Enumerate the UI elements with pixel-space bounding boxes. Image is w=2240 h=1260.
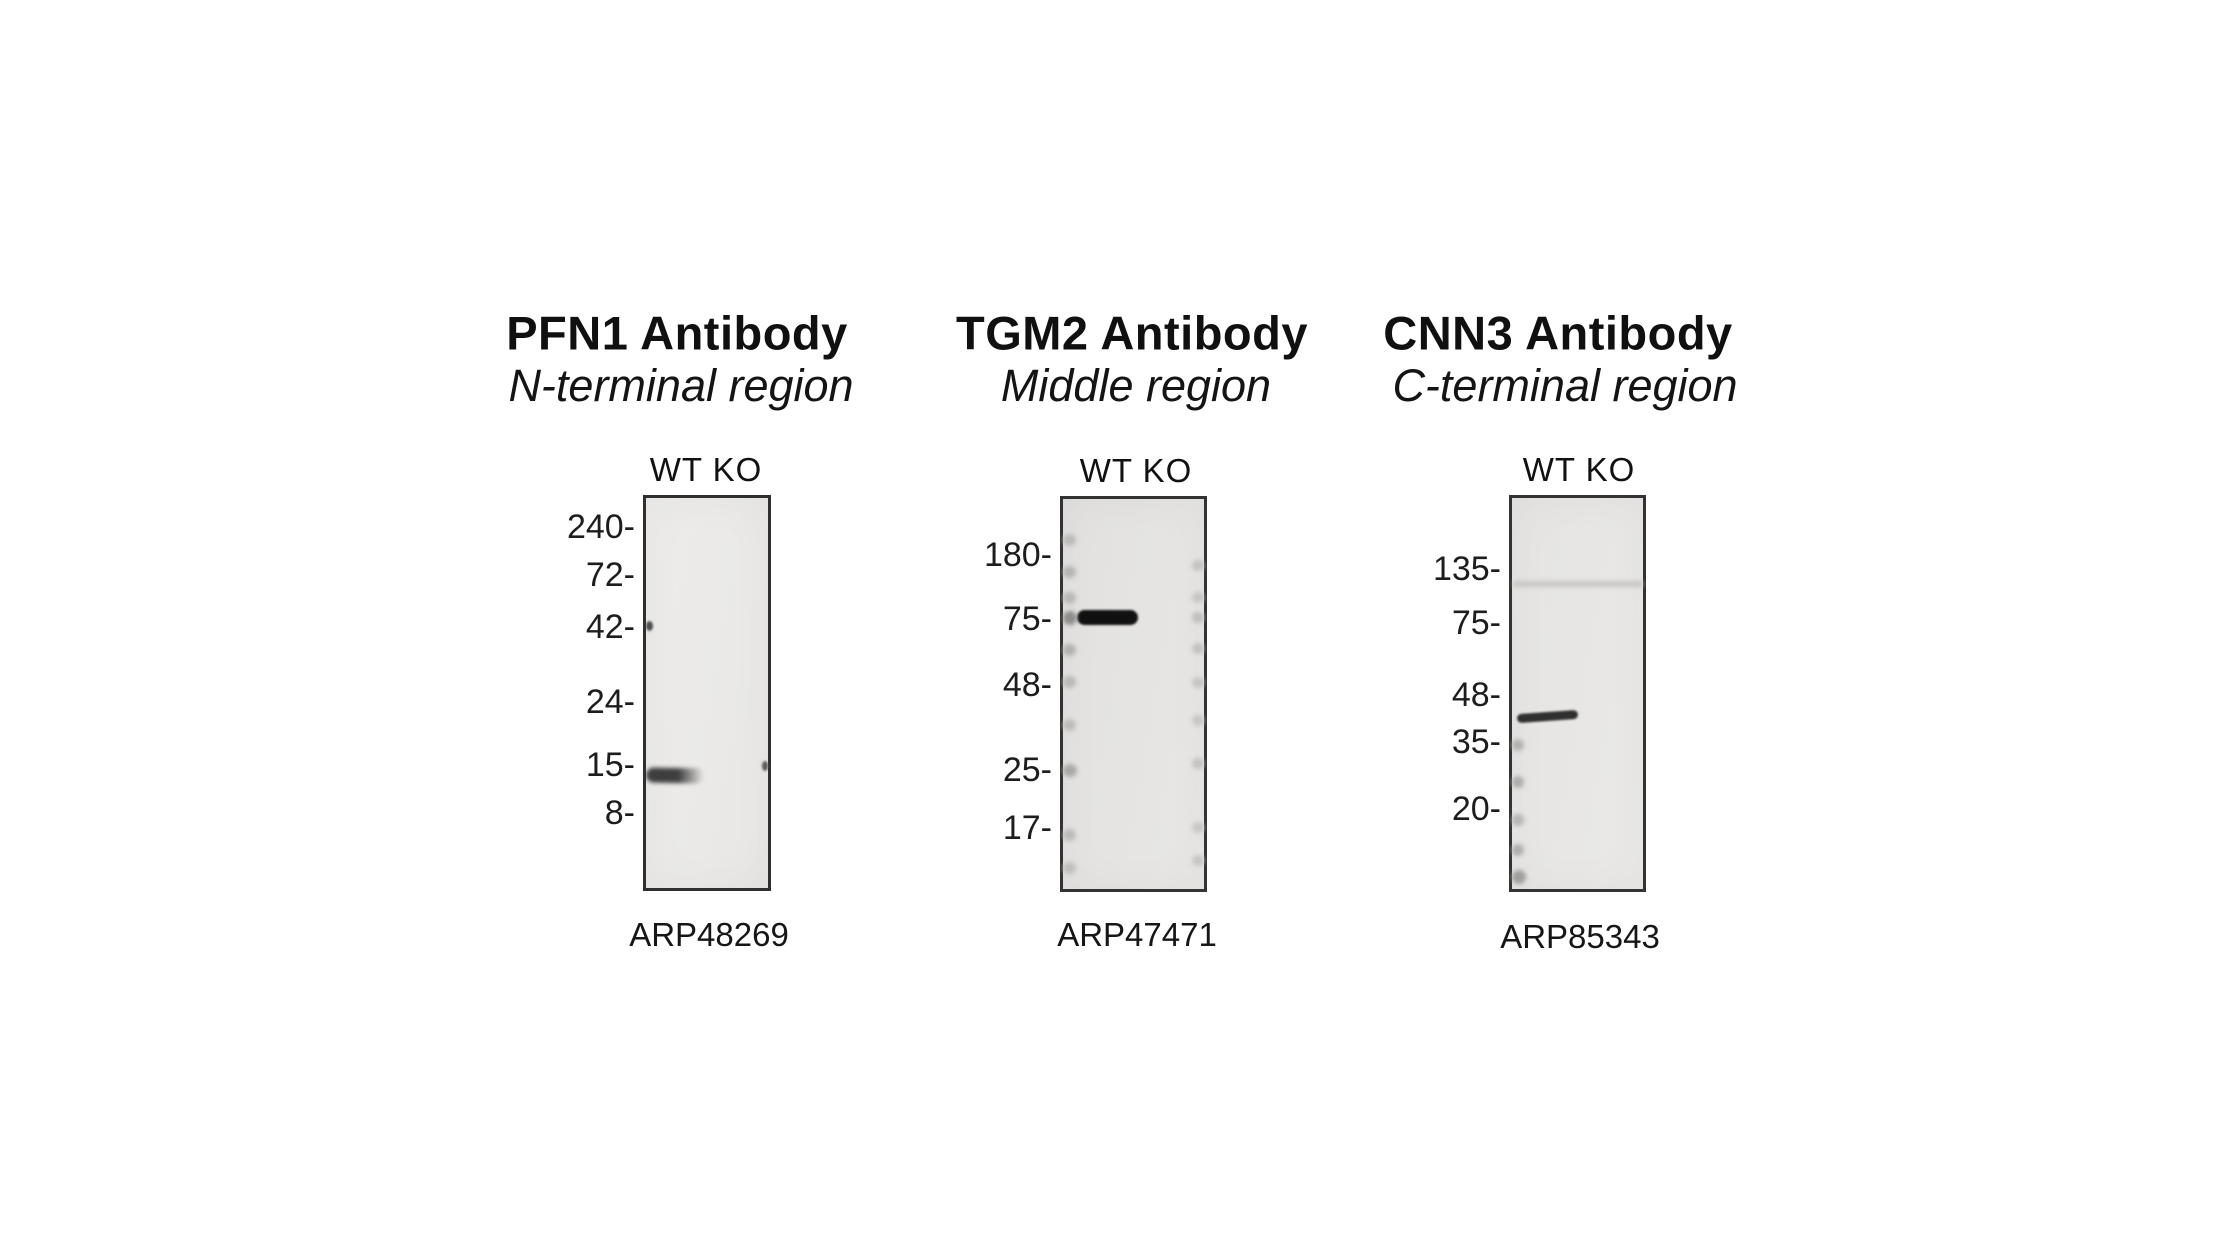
panel-title: TGM2 Antibody: [955, 306, 1309, 360]
ladder-marker: 75-: [1002, 600, 1052, 638]
lane-labels: WT KO: [649, 451, 763, 488]
lane-labels: WT KO: [1522, 451, 1636, 488]
ladder-edge-mark: [646, 621, 653, 631]
ladder-marker: 240-: [566, 508, 635, 546]
blot-image: [643, 495, 771, 891]
ladder-edge-mark: [1063, 566, 1076, 578]
ladder-edge-mark: [1192, 591, 1204, 603]
ladder-edge-mark: [1192, 821, 1204, 833]
catalog-number: ARP85343: [1500, 918, 1660, 955]
ladder-edge-mark: [1512, 814, 1524, 826]
ladder-edge-mark: [762, 761, 768, 771]
ladder-edge-mark: [1192, 611, 1204, 623]
ladder-edge-mark: [1063, 592, 1076, 604]
ladder-edge-mark: [1192, 676, 1204, 688]
ladder-marker: 20-: [1451, 790, 1501, 828]
ladder-marker: 17-: [1002, 809, 1052, 847]
ladder-marker: 35-: [1451, 723, 1501, 761]
ladder-marker: 15-: [585, 746, 635, 784]
ladder-edge-mark: [1512, 870, 1526, 884]
ladder-marker: 75-: [1451, 604, 1501, 642]
ladder-marker: 48-: [1451, 676, 1501, 714]
ladder-edge-mark: [1063, 676, 1076, 688]
ladder-marker: 48-: [1002, 666, 1052, 704]
protein-band: [1513, 581, 1643, 587]
panel-title: PFN1 Antibody: [506, 306, 848, 360]
panel-subtitle: N-terminal region: [508, 360, 854, 411]
ladder-marker: 72-: [585, 556, 635, 594]
ladder-marker: 25-: [1002, 751, 1052, 789]
ladder-edge-mark: [1063, 763, 1077, 777]
ladder-marker: 24-: [585, 683, 635, 721]
ladder-edge-mark: [1063, 829, 1076, 841]
ladder-edge-mark: [1192, 714, 1204, 726]
ladder-edge-mark: [1192, 757, 1204, 769]
panel-title: CNN3 Antibody: [1383, 306, 1733, 360]
panel-subtitle: C-terminal region: [1392, 360, 1738, 411]
ladder-edge-mark: [1512, 739, 1524, 751]
ladder-marker: 42-: [585, 608, 635, 646]
ladder-marker: 135-: [1432, 550, 1501, 588]
ladder-edge-mark: [1192, 559, 1204, 571]
panel-subtitle: Middle region: [1000, 360, 1272, 411]
ladder-edge-mark: [1063, 611, 1077, 625]
blot-image: [1060, 496, 1207, 892]
ladder-edge-mark: [1063, 719, 1076, 731]
ladder-edge-mark: [1063, 644, 1076, 656]
ladder-marker: 8-: [604, 794, 635, 832]
ladder-edge-mark: [1512, 776, 1524, 788]
catalog-number: ARP47471: [1057, 916, 1217, 953]
ladder-edge-mark: [1512, 844, 1524, 856]
protein-band: [1077, 610, 1138, 625]
catalog-number: ARP48269: [629, 916, 789, 953]
ladder-marker: 180-: [983, 536, 1052, 574]
ladder-edge-mark: [1063, 862, 1076, 874]
ladder-edge-mark: [1192, 642, 1204, 654]
lane-labels: WT KO: [1079, 452, 1193, 489]
ladder-edge-mark: [1192, 854, 1204, 866]
ladder-edge-mark: [1063, 534, 1076, 546]
blot-image: [1509, 495, 1646, 892]
